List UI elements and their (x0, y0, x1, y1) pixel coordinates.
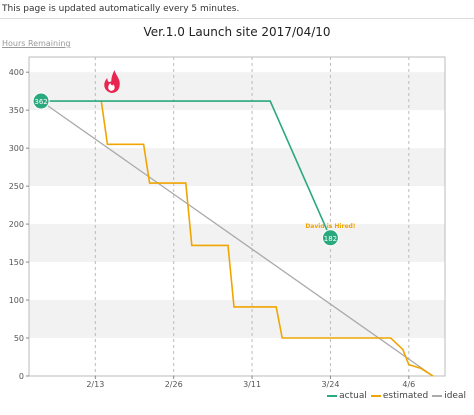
legend-label-actual: actual (339, 391, 367, 401)
legend-item-actual[interactable]: actual (327, 391, 367, 401)
x-tick-label: 3/24 (321, 380, 339, 389)
y-tick-label: 250 (9, 182, 24, 191)
actual-point (321, 229, 339, 247)
legend-item-ideal[interactable]: ideal (432, 391, 466, 401)
chart-legend: actual estimated ideal (327, 391, 466, 401)
x-tick-label: 2/13 (86, 380, 104, 389)
grid-band (29, 72, 445, 111)
actual-point (32, 92, 50, 110)
chart-title: Ver.1.0 Launch site 2017/04/10 (143, 25, 331, 39)
y-tick-label: 150 (9, 258, 24, 267)
plot-frame (28, 56, 446, 377)
grid-band (29, 224, 445, 263)
y-tick-label: 200 (9, 220, 24, 229)
y-tick-label: 300 (9, 144, 24, 153)
actual-point-label: 182 (324, 235, 337, 243)
header-divider (0, 18, 474, 19)
fire-icon-inner (108, 83, 115, 92)
legend-swatch-estimated (370, 395, 381, 397)
legend-label-ideal: ideal (444, 391, 466, 401)
series-line-estimated (100, 100, 434, 377)
y-tick-label: 350 (9, 106, 24, 115)
y-tick-label: 0 (19, 372, 24, 381)
actual-point-label: 362 (34, 98, 47, 106)
legend-item-estimated[interactable]: estimated (370, 391, 429, 401)
legend-swatch-actual (327, 395, 338, 397)
y-tick-label: 400 (9, 68, 24, 77)
x-tick-label: 3/11 (243, 380, 261, 389)
fire-icon (104, 70, 120, 94)
grid-band (29, 300, 445, 339)
x-tick-label: 4/6 (402, 380, 415, 389)
y-tick-label: 100 (9, 296, 24, 305)
legend-label-estimated: estimated (382, 391, 429, 401)
y-tick-label: 50 (14, 334, 24, 343)
x-tick-label: 2/26 (165, 380, 183, 389)
grid-band (29, 148, 445, 187)
series-line-actual (41, 100, 332, 239)
annotation-label: David is Hired! (305, 223, 355, 230)
legend-swatch-ideal (432, 395, 443, 397)
auto-update-notice: This page is updated automatically every… (2, 4, 240, 14)
series-line-ideal (40, 100, 434, 377)
fire-icon-outer (104, 70, 120, 94)
y-axis-label: Hours Remaining (2, 39, 71, 48)
